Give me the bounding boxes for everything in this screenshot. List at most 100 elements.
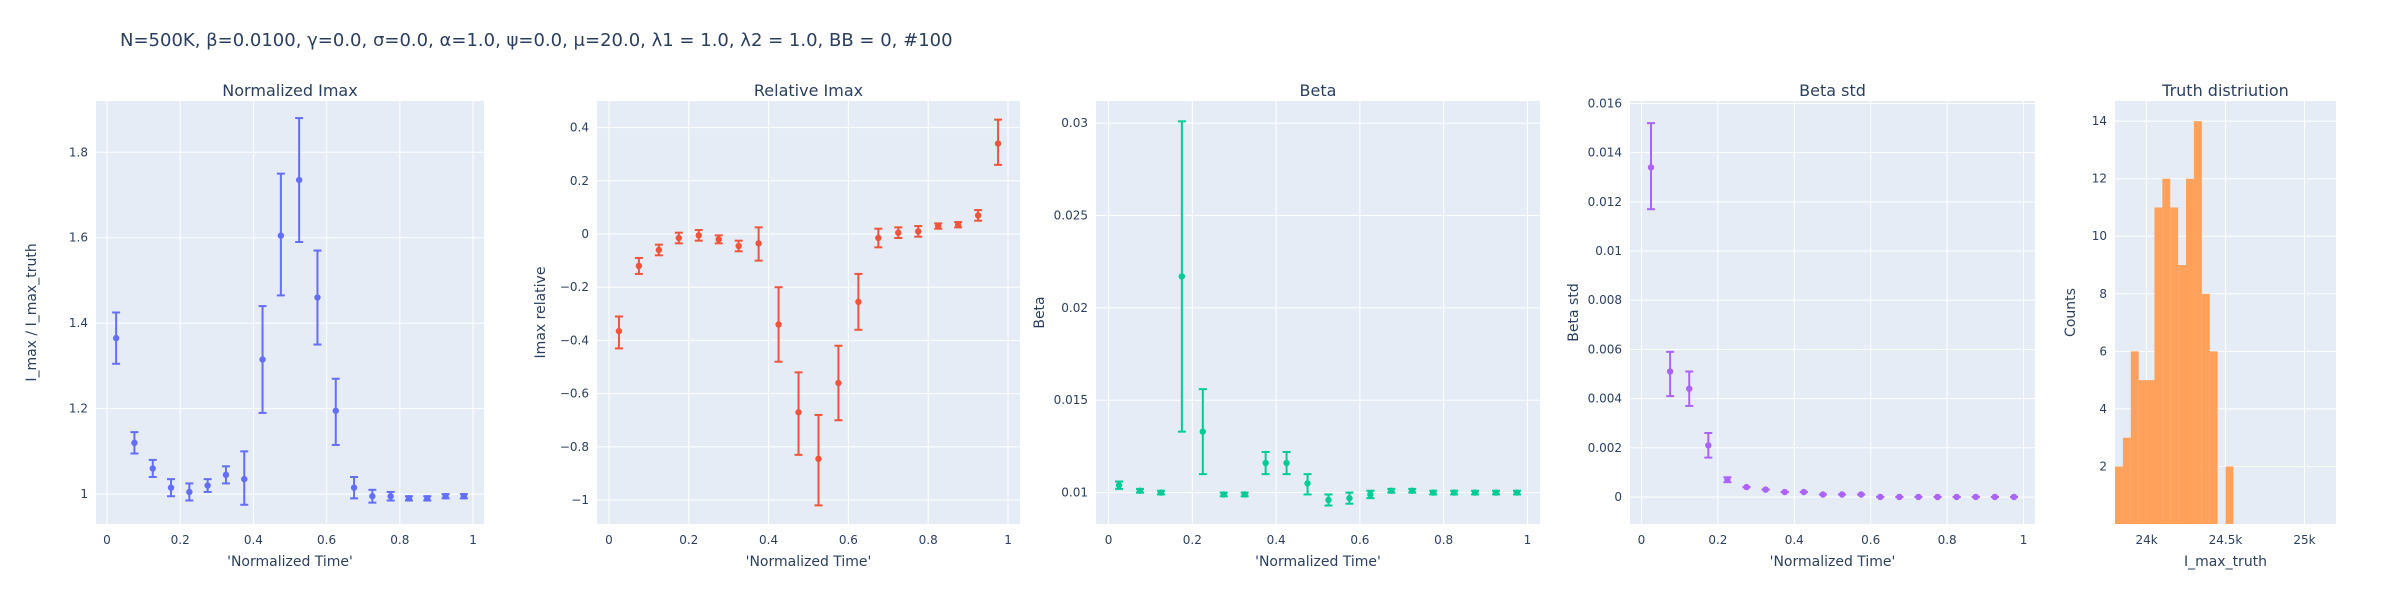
histogram-bar: [2225, 466, 2234, 524]
y-tick-label: 1.8: [69, 145, 88, 159]
y-tick-label: 14: [2092, 114, 2107, 128]
data-point: [314, 294, 321, 301]
y-tick-label: 0.4: [570, 121, 589, 135]
data-point: [167, 484, 175, 491]
data-point: [131, 439, 138, 447]
data-point: [1262, 459, 1269, 467]
x-axis-title: 'Normalized Time': [227, 554, 353, 570]
y-tick-label: 0.2: [570, 174, 589, 188]
histogram-bar: [2130, 351, 2139, 524]
y-tick-label: 0.016: [1588, 96, 1622, 110]
data-point: [1325, 496, 1332, 504]
subplot-3: 0.01 0.015 0.02 0.025 0.03 0 0.2 0.4 0.6 0.8 1 Beta…: [1032, 81, 1540, 570]
x-tick-label: 0: [1638, 533, 1646, 547]
y-tick-label: −0.2: [560, 280, 589, 294]
x-tick-label: 0.4: [1785, 533, 1804, 547]
data-point: [204, 482, 211, 489]
y-tick-label: 1.2: [69, 402, 88, 416]
x-tick-label: 1: [469, 533, 477, 547]
histogram-bar: [2178, 265, 2187, 524]
y-axis-title: I_max / I_max_truth: [24, 243, 40, 381]
y-tick-label: 0.002: [1588, 441, 1622, 455]
histogram-bar: [2170, 207, 2179, 524]
subplot-2: −1 −0.8 −0.6 −0.4 −0.2 0 0.2 0.4 0 0.2 0.4 0.6 0.8 1 R…: [533, 81, 1020, 570]
x-tick-label: 0.6: [1861, 533, 1880, 547]
data-point: [186, 488, 193, 496]
histogram-bar: [2201, 293, 2210, 524]
x-axis-title: 'Normalized Time': [1255, 554, 1381, 570]
x-tick-label: 24.5k: [2209, 533, 2243, 547]
x-tick-label: 0.6: [839, 533, 858, 547]
data-point: [1136, 487, 1144, 494]
y-tick-label: 8: [2099, 287, 2107, 301]
y-tick-label: 0.014: [1588, 146, 1622, 160]
y-tick-label: 1.6: [69, 231, 88, 245]
x-tick-label: 0.8: [1434, 533, 1453, 547]
data-point: [222, 471, 230, 479]
data-point: [1367, 491, 1374, 498]
data-point: [655, 246, 663, 254]
data-point: [1934, 493, 1941, 501]
data-point: [1241, 491, 1248, 498]
data-point: [735, 242, 742, 250]
data-point: [695, 232, 702, 239]
data-point: [1157, 489, 1165, 496]
x-axis-title: I_max_truth: [2184, 554, 2267, 570]
data-point: [1991, 493, 1999, 501]
data-point: [1429, 489, 1437, 496]
y-tick-label: 2: [2099, 459, 2107, 473]
data-point: [1283, 459, 1290, 467]
x-axis-title: 'Normalized Time': [746, 554, 872, 570]
data-point: [1857, 491, 1865, 498]
data-point: [460, 493, 468, 500]
data-point: [369, 493, 376, 500]
data-point: [1819, 491, 1827, 498]
y-tick-label: −0.6: [560, 387, 589, 401]
x-tick-label: 0.4: [759, 533, 778, 547]
data-point: [1838, 491, 1846, 498]
data-point: [405, 495, 413, 502]
x-tick-label: 0.2: [1183, 533, 1202, 547]
x-tick-label: 0.4: [1267, 533, 1286, 547]
y-tick-label: −0.8: [560, 440, 589, 454]
subplot-5: 2 4 6 8 10 12 14 24k 24.5k 25k Truth distriution I_…: [2063, 81, 2336, 570]
y-tick-label: 6: [2099, 344, 2107, 358]
data-point: [1705, 442, 1712, 449]
data-point: [112, 334, 120, 342]
data-point: [387, 493, 394, 500]
y-tick-label: 0.015: [1054, 393, 1088, 407]
data-point: [1953, 493, 1960, 501]
y-tick-label: 0.01: [1595, 244, 1622, 258]
subplot-title: Beta: [1300, 81, 1337, 100]
data-point: [1800, 488, 1808, 496]
data-point: [775, 321, 782, 328]
histogram-bar: [2162, 178, 2171, 524]
data-point: [954, 221, 962, 228]
x-tick-label: 1: [1524, 533, 1532, 547]
data-point: [1492, 489, 1500, 496]
y-tick-label: 0.004: [1588, 392, 1622, 406]
data-point: [1724, 476, 1731, 483]
data-point: [815, 455, 822, 463]
data-point: [1647, 164, 1655, 171]
x-tick-label: 24k: [2135, 533, 2157, 547]
histogram-bar: [2154, 207, 2163, 524]
y-tick-label: 0.02: [1061, 301, 1088, 315]
data-point: [295, 176, 303, 184]
histogram-bar: [2138, 380, 2147, 524]
subplot-4: 0 0.002 0.004 0.006 0.008 0.01 0.012 0.014 0.016…: [1566, 81, 2035, 570]
x-tick-label: 0.2: [171, 533, 190, 547]
data-point: [615, 327, 623, 335]
data-point: [1115, 482, 1123, 489]
plot-background: [1630, 101, 2035, 524]
data-point: [675, 234, 683, 242]
y-tick-label: 0: [581, 227, 589, 241]
histogram-bar: [2115, 466, 2123, 524]
y-tick-label: 0.012: [1588, 195, 1622, 209]
subplot-title: Truth distriution: [2161, 81, 2289, 100]
data-point: [875, 234, 882, 242]
subplot-title: Relative Imax: [754, 81, 863, 100]
subplot-title: Beta std: [1799, 81, 1866, 100]
data-point: [835, 379, 842, 387]
